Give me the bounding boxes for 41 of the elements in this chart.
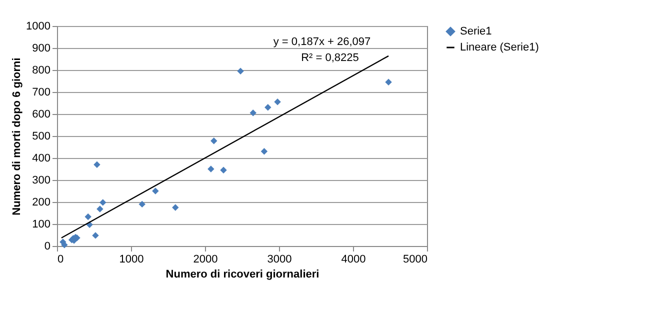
point xyxy=(61,242,68,248)
y-tick-label: 0 xyxy=(44,240,50,252)
legend-label: Lineare (Serie1) xyxy=(460,42,539,54)
point xyxy=(100,199,106,206)
x-tick-label: 2000 xyxy=(193,254,218,266)
point xyxy=(138,200,146,208)
annotation: y = 0,187x + 26,097 xyxy=(273,36,371,48)
x-tick-label: 4000 xyxy=(341,254,366,266)
point xyxy=(84,213,92,220)
x-axis-title: Numero di ricoveri giornalieri xyxy=(166,268,320,280)
x-tick-label: 3000 xyxy=(267,254,292,266)
y-tick-label: 400 xyxy=(32,152,50,164)
y-tick-label: 800 xyxy=(32,64,50,76)
point xyxy=(385,78,392,86)
x-tick-label: 1000 xyxy=(119,254,144,266)
y-tick-label: 900 xyxy=(32,42,50,54)
point xyxy=(94,161,100,168)
point xyxy=(264,104,272,111)
point xyxy=(172,204,179,211)
y-tick-label: 200 xyxy=(32,196,50,208)
point xyxy=(250,110,256,116)
y-axis-title: Numero di morti dopo 6 giorni xyxy=(11,58,24,216)
y-tick-label: 100 xyxy=(32,218,50,230)
x-tick-label: 0 xyxy=(58,254,64,266)
y-tick-label: 600 xyxy=(32,108,50,120)
point xyxy=(210,137,218,144)
y-tick-label: 500 xyxy=(32,130,50,142)
point xyxy=(237,68,244,74)
point xyxy=(274,98,281,106)
point xyxy=(152,188,159,194)
legend-label: Serie1 xyxy=(460,26,492,38)
y-tick-label: 700 xyxy=(32,86,50,98)
x-tick-label: 5000 xyxy=(403,254,428,266)
y-tick-label: 1000 xyxy=(26,20,50,32)
point xyxy=(208,166,214,172)
point xyxy=(92,232,99,239)
y-tick-label: 300 xyxy=(32,174,50,186)
point xyxy=(260,148,268,155)
point xyxy=(96,206,104,212)
annotation: R² = 0,8225 xyxy=(301,52,359,64)
point xyxy=(220,166,227,174)
